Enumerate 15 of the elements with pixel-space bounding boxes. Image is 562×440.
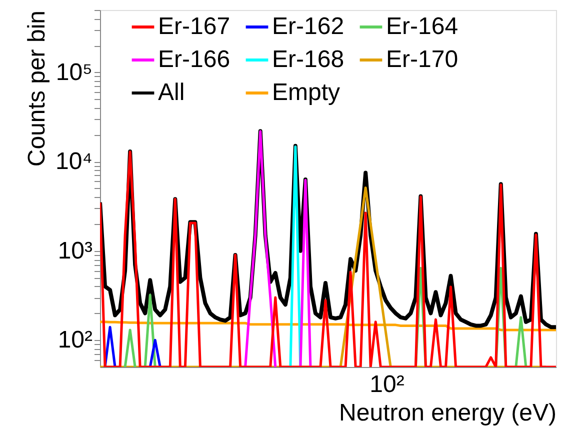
legend-label: Er-168 (272, 46, 344, 73)
y-axis-title: Counts per bin (23, 10, 50, 167)
legend-label: Er-164 (386, 13, 458, 40)
legend-label: All (158, 79, 185, 106)
text: 10² (370, 371, 404, 398)
legend-label: Empty (272, 79, 340, 106)
y-tick-label: 10² (58, 326, 93, 354)
y-tick-label: 10⁴ (55, 148, 92, 176)
y-tick-label: 10⁵ (56, 58, 92, 86)
legend-label: Er-166 (158, 46, 230, 73)
y-tick-label: 10³ (58, 237, 93, 264)
legend-label: Er-170 (386, 46, 458, 73)
x-axis-title: Neutron energy (eV) (339, 400, 556, 426)
legend-label: Er-162 (272, 13, 344, 40)
legend-label: Er-167 (158, 13, 230, 40)
